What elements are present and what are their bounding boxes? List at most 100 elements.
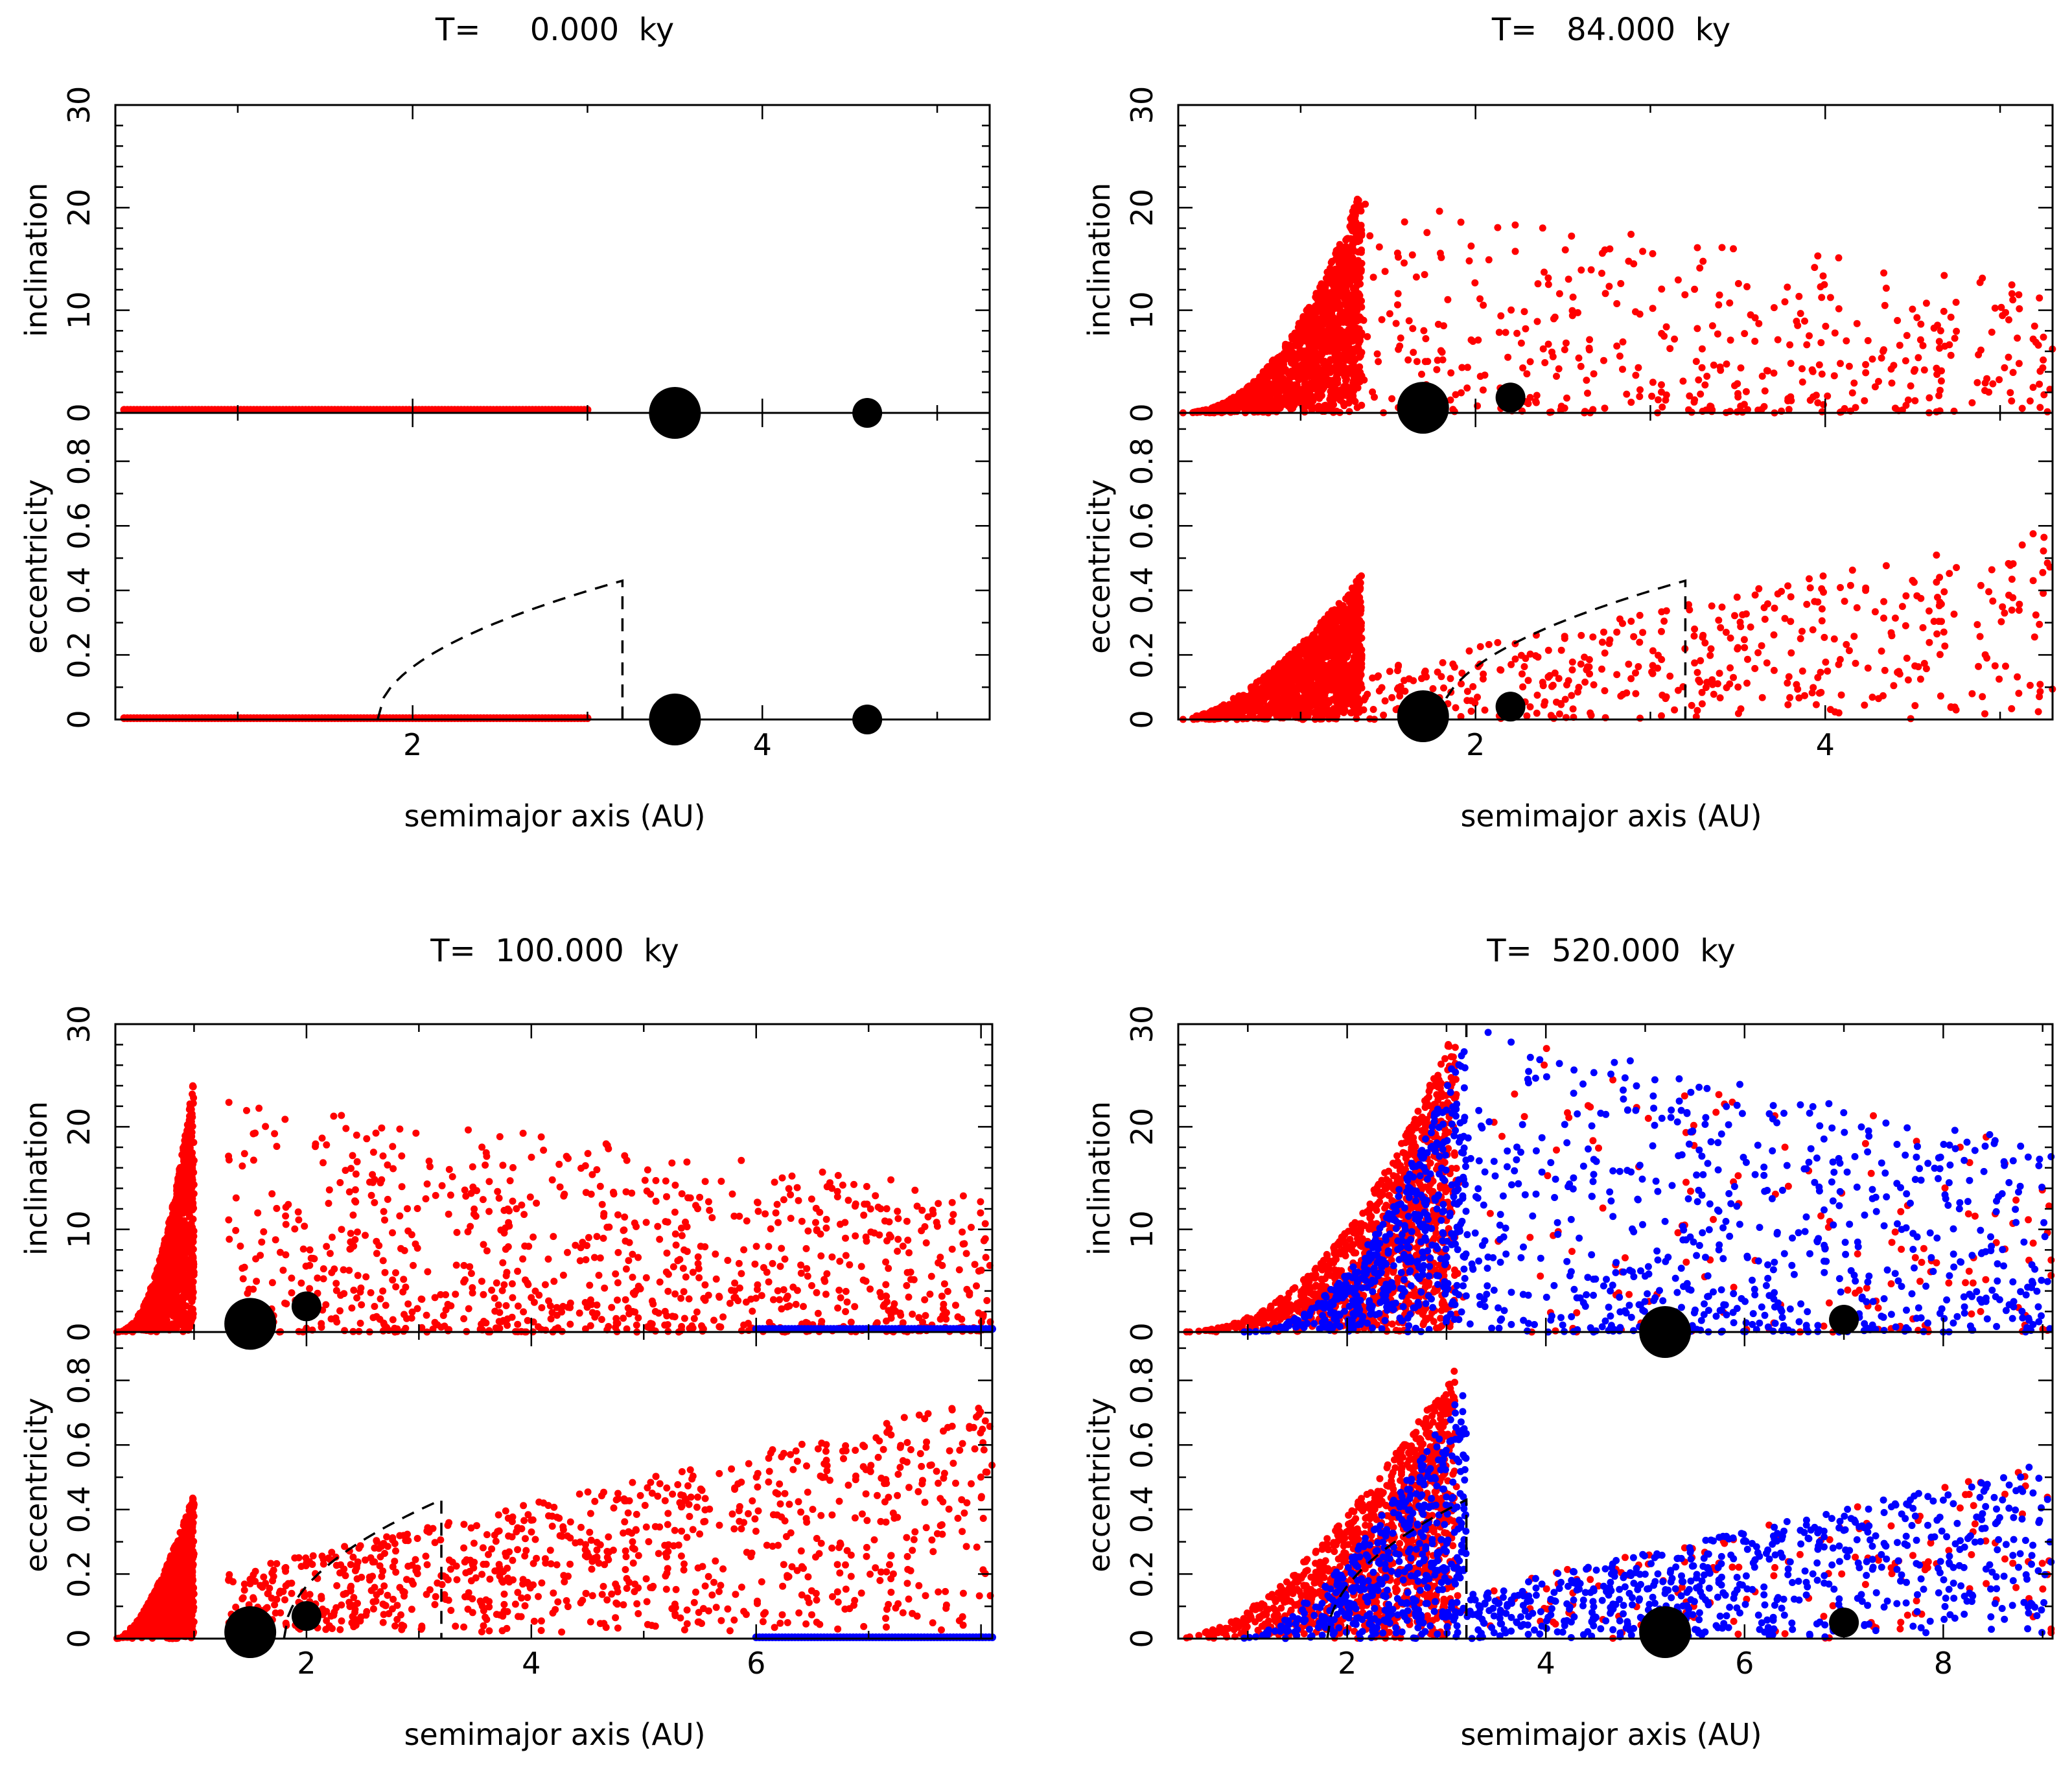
particle-eccentricity — [1902, 622, 1909, 629]
particle-eccentricity — [1532, 652, 1539, 660]
particle-eccentricity — [1862, 584, 1870, 592]
particle-inclination — [1587, 266, 1595, 274]
particle-inclination — [1793, 318, 1800, 325]
particle-inclination — [1798, 378, 1806, 386]
panel-2-ylabel-inclination: inclination — [1082, 183, 1117, 337]
particle-inclination — [1457, 218, 1465, 226]
particle-inclination — [1192, 408, 1200, 415]
particle-inclination — [1334, 379, 1342, 387]
particle-inclination — [1774, 336, 1782, 344]
particle-eccentricity — [1887, 629, 1895, 637]
particle-inclination — [1852, 404, 1859, 412]
particle-inclination — [1812, 392, 1820, 399]
particle-inclination — [1743, 283, 1751, 290]
panel-1-title: T= 0.000 ky — [435, 12, 674, 48]
particle-eccentricity — [1339, 700, 1347, 707]
particle-inclination — [1447, 369, 1455, 377]
particle-inclination — [1357, 222, 1365, 229]
particle-eccentricity — [1327, 659, 1334, 667]
particle-eccentricity — [1848, 567, 1856, 574]
particle-inclination — [2002, 309, 2009, 316]
particle-eccentricity — [1339, 683, 1347, 690]
particle-inclination — [1946, 341, 1953, 349]
particle-inclination — [1351, 378, 1359, 386]
particle-inclination — [1726, 299, 1734, 307]
particle-inclination — [1894, 317, 1902, 324]
particle-eccentricity — [1469, 683, 1477, 690]
particle-inclination — [1337, 307, 1345, 315]
particle-eccentricity — [1717, 624, 1725, 631]
particle-inclination — [1331, 344, 1339, 351]
particle-eccentricity — [1320, 646, 1327, 654]
particle-inclination — [1891, 404, 1899, 412]
y-tick-label-inclination: 20 — [62, 189, 97, 227]
particle-inclination — [1681, 291, 1689, 299]
particle-inclination — [1344, 235, 1352, 242]
particle-inclination — [1404, 356, 1412, 364]
particle-inclination — [1935, 338, 1943, 345]
particle-eccentricity — [1875, 695, 1882, 703]
particle-inclination — [1787, 360, 1795, 368]
particle-inclination — [1463, 384, 1471, 392]
panel-1-axes — [114, 104, 991, 745]
particle-inclination — [1922, 299, 1930, 307]
particle-inclination — [1369, 388, 1377, 396]
y-tick-label-eccentricity: 0 — [1124, 710, 1159, 729]
particle-inclination — [1770, 369, 1778, 377]
particle-eccentricity — [1544, 646, 1552, 654]
particle-eccentricity — [1754, 649, 1762, 657]
particle-inclination — [1469, 338, 1477, 345]
particle-inclination — [1818, 370, 1826, 378]
planet-eccentricity — [649, 694, 701, 745]
particle-eccentricity — [1740, 636, 1748, 644]
particle-inclination — [1326, 318, 1334, 325]
particle-inclination — [1758, 372, 1766, 380]
particle-inclination — [1349, 360, 1357, 368]
particle-eccentricity — [1691, 659, 1699, 667]
particle-eccentricity — [1557, 646, 1565, 654]
particle-eccentricity — [1649, 662, 1657, 670]
particle-inclination — [1822, 322, 1830, 330]
particle-inclination — [1450, 408, 1458, 415]
particle-eccentricity — [1731, 612, 1738, 620]
particle-eccentricity — [1761, 615, 1769, 623]
particle-inclination — [1679, 377, 1687, 385]
particle-inclination — [1421, 271, 1428, 279]
particle-eccentricity — [1627, 618, 1635, 625]
particle-eccentricity — [1764, 600, 1771, 608]
particle-eccentricity — [1317, 619, 1325, 626]
particle-inclination — [1347, 224, 1355, 232]
particle-eccentricity — [1999, 603, 2007, 611]
particle-inclination — [1952, 298, 1960, 306]
particle-inclination — [1476, 295, 1484, 303]
particle-eccentricity — [1917, 594, 1925, 602]
particle-eccentricity — [1946, 570, 1953, 578]
particle-inclination — [1358, 401, 1366, 409]
particle-eccentricity — [1798, 627, 1806, 635]
particle-inclination — [1397, 334, 1404, 342]
particle-eccentricity — [1868, 694, 1876, 701]
particle-inclination — [1345, 408, 1353, 415]
particle-inclination — [1601, 290, 1609, 298]
particle-inclination — [1888, 379, 1896, 387]
particle-eccentricity — [2040, 533, 2048, 541]
particle-inclination — [1911, 366, 1919, 373]
particle-inclination — [1902, 401, 1910, 409]
particle-inclination — [1534, 280, 1542, 288]
particle-inclination — [1979, 274, 1986, 282]
particle-eccentricity — [1698, 688, 1706, 696]
particle-eccentricity — [1613, 671, 1621, 679]
particle-eccentricity — [1797, 635, 1804, 642]
particle-eccentricity — [1953, 564, 1961, 572]
particle-eccentricity — [1806, 575, 1813, 583]
particle-inclination — [1648, 392, 1656, 400]
y-tick-label-eccentricity: 0.6 — [1124, 502, 1159, 550]
particle-eccentricity — [1581, 653, 1589, 661]
particle-inclination — [1814, 252, 1822, 260]
particle-eccentricity — [1878, 648, 1885, 655]
particle-inclination — [1272, 404, 1280, 412]
particle-inclination — [1522, 325, 1530, 333]
particle-eccentricity — [1733, 593, 1741, 601]
particle-eccentricity — [1549, 681, 1557, 689]
particle-inclination — [1323, 331, 1331, 339]
